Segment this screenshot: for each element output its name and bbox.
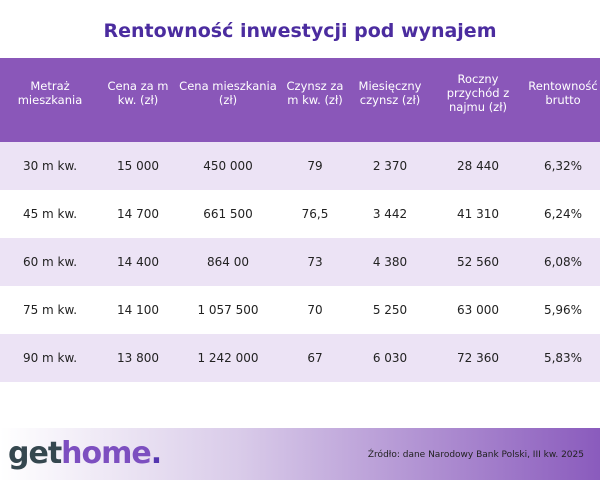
table-cell: 30 m kw. (0, 142, 100, 190)
page-title: Rentowność inwestycji pod wynajem (103, 20, 497, 42)
table-cell: 28 440 (430, 142, 526, 190)
column-header: Czynsz za m kw. (zł) (280, 58, 350, 142)
table-cell: 864 00 (176, 238, 280, 286)
table-cell: 70 (307, 303, 323, 317)
table-cell: 75 m kw. (22, 303, 78, 317)
column-header: Miesięczny czynsz (zł) (350, 58, 430, 142)
table-cell: 4 380 (350, 238, 430, 286)
table-cell: 79 (280, 142, 350, 190)
table-cell: 76,5 (301, 207, 329, 221)
table-cell: 450 000 (176, 142, 280, 190)
table-cell: 5,83% (526, 334, 600, 382)
table-cell: 45 m kw. (22, 207, 78, 221)
table-cell: 14 700 (117, 207, 159, 221)
table-cell: 52 560 (430, 238, 526, 286)
table-cell: 5 250 (372, 303, 408, 317)
table-cell: 14 400 (100, 238, 176, 286)
table-cell: 13 800 (100, 334, 176, 382)
table-cell: 67 (280, 334, 350, 382)
logo-home: home (61, 436, 152, 471)
column-header: Cena za m kw. (zł) (100, 58, 176, 142)
source-note: Źródło: dane Narodowy Bank Polski, III k… (367, 450, 584, 460)
table-cell: 90 m kw. (0, 334, 100, 382)
table-cell: 5,96% (543, 303, 583, 317)
table-cell: 41 310 (457, 207, 499, 221)
table-row: 90 m kw. 13 800 1 242 000 67 6 030 72 360 5,83… (0, 334, 600, 382)
table-cell: 15 000 (100, 142, 176, 190)
table-cell: 1 057 500 (197, 303, 259, 317)
table-cell: 14 100 (117, 303, 159, 317)
logo-get: get (8, 436, 62, 471)
table-row: 30 m kw. 15 000 450 000 79 2 370 28 440 6,32% (0, 142, 600, 190)
table-row: 45 m kw. 14 700 661 500 76,5 3 442 41 310 6,24… (0, 190, 600, 238)
gethome-logo: gethome. (8, 436, 162, 471)
column-header: Roczny przychód z najmu (zł) (430, 58, 526, 142)
column-header: Cena mieszkania (zł) (176, 58, 280, 142)
yield-table: Metraż mieszkania Cena za m kw. (zł) Cena … (0, 58, 600, 382)
table-cell: 3 442 (372, 207, 408, 221)
table-cell: 60 m kw. (0, 238, 100, 286)
footer: gethome. Źródło: dane Narodowy Bank Pols… (0, 428, 600, 480)
table-cell: 73 (280, 238, 350, 286)
table-cell: 1 242 000 (176, 334, 280, 382)
logo-dot: . (150, 436, 162, 471)
table-cell: 2 370 (350, 142, 430, 190)
table-cell: 6,08% (526, 238, 600, 286)
table-cell: 6,32% (526, 142, 600, 190)
table-cell: 6,24% (543, 207, 583, 221)
table-row: 75 m kw. 14 100 1 057 500 70 5 250 63 000 5,96… (0, 286, 600, 334)
table-cell: 6 030 (350, 334, 430, 382)
table-cell: 72 360 (430, 334, 526, 382)
column-header: Metraż mieszkania (0, 58, 100, 142)
table-cell: 661 500 (203, 207, 253, 221)
column-header: Rentowność brutto (526, 58, 600, 142)
table-cell: 63 000 (457, 303, 499, 317)
table-row: 60 m kw. 14 400 864 00 73 4 380 52 560 6,08% (0, 238, 600, 286)
